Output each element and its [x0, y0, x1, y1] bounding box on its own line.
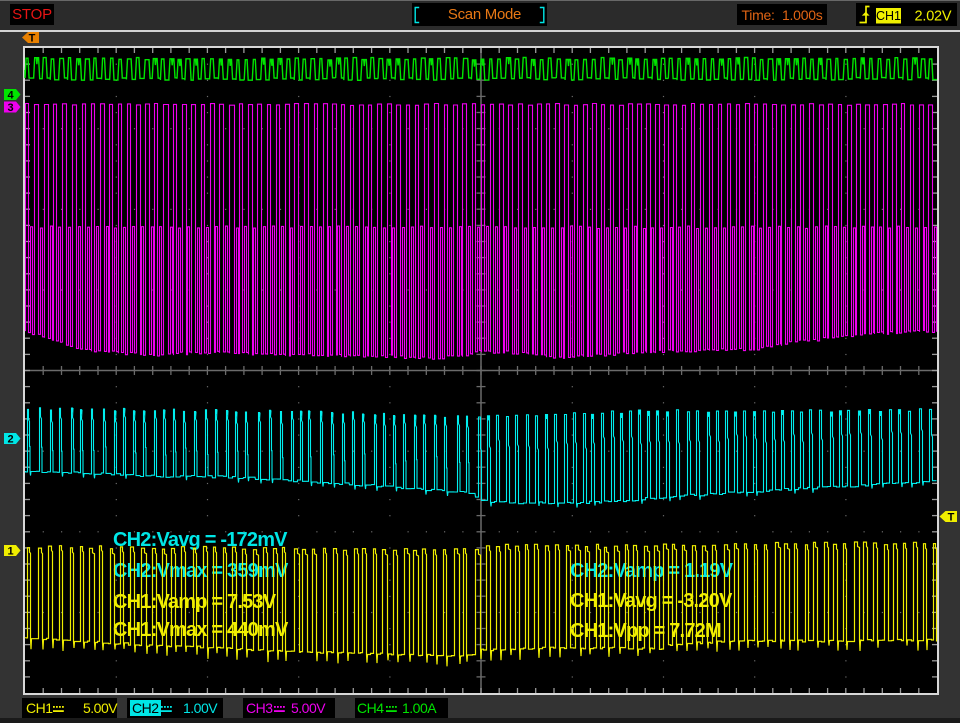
svg-text:2.02V: 2.02V	[915, 9, 952, 25]
svg-text:T: T	[29, 33, 36, 45]
svg-text:1: 1	[7, 546, 13, 558]
svg-text:T: T	[948, 512, 955, 524]
svg-text:CH1: CH1	[876, 9, 901, 23]
svg-text:2: 2	[7, 434, 13, 446]
svg-text:3: 3	[7, 102, 13, 114]
svg-text:4: 4	[7, 90, 14, 102]
